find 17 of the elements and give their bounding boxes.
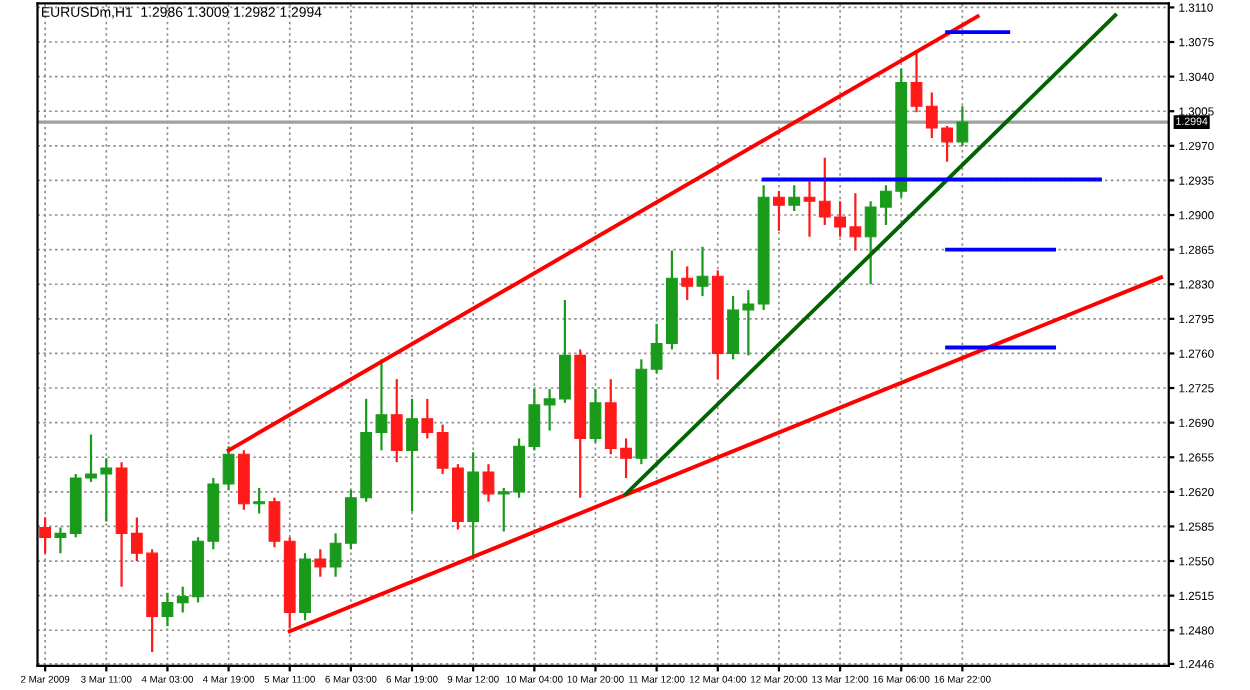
candlestick [589,387,602,444]
candlestick [314,548,327,578]
candlestick [253,486,266,515]
candlestick [161,591,174,628]
candlestick [222,445,235,491]
candlestick [788,184,801,213]
candlestick [773,190,785,232]
candlestick [39,516,52,555]
candlestick [390,378,403,464]
candlestick [421,397,434,440]
candlestick [696,245,709,298]
candlestick [482,463,495,503]
candlestick [406,397,418,513]
candlestick [681,265,694,302]
candlestick [956,105,969,147]
candlestick [268,496,281,549]
candlestick [54,526,67,555]
